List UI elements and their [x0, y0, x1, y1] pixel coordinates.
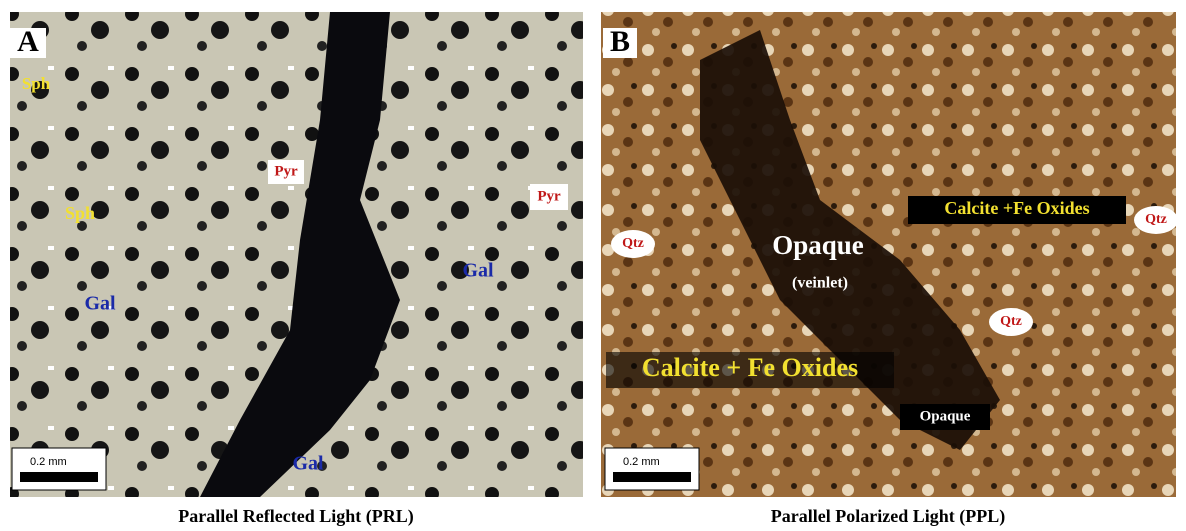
annotation: Sph: [65, 203, 95, 223]
scale-bar: [613, 472, 691, 482]
panel-label: B: [610, 25, 630, 58]
annotation: Gal: [462, 260, 494, 282]
scale-bar: [20, 472, 98, 482]
scale-bar-label: 0.2 mm: [30, 456, 67, 468]
annotation: Pyr: [274, 163, 298, 179]
annotation: Qtz: [1145, 212, 1167, 227]
panel-b: B Qtz Opaque (veinlet) Calcite +Fe Oxide…: [601, 12, 1178, 497]
annotation: Calcite +Fe Oxides: [944, 198, 1089, 218]
annotation: Gal: [84, 293, 116, 315]
annotation: Calcite + Fe Oxides: [642, 353, 858, 382]
panel-label: A: [17, 25, 39, 58]
caption: Parallel Polarized Light (PPL): [771, 506, 1005, 527]
caption: Parallel Reflected Light (PRL): [178, 506, 413, 527]
annotation: Qtz: [622, 236, 644, 251]
annotation: (veinlet): [792, 275, 848, 292]
annotation: Qtz: [1000, 314, 1022, 329]
scale-bar-box: [12, 448, 106, 490]
annotation: Opaque: [772, 230, 864, 260]
figure: A Sph Sph Pyr Pyr Gal Gal Gal 0.2 mm B Q…: [0, 0, 1186, 531]
scale-bar-box: [605, 448, 699, 490]
scale-bar-label: 0.2 mm: [623, 456, 660, 468]
annotation: Gal: [292, 453, 324, 475]
annotation: Sph: [22, 74, 51, 93]
annotation: Opaque: [920, 408, 971, 424]
panel-a: A Sph Sph Pyr Pyr Gal Gal Gal 0.2 mm: [10, 12, 583, 497]
annotation: Pyr: [537, 188, 561, 204]
